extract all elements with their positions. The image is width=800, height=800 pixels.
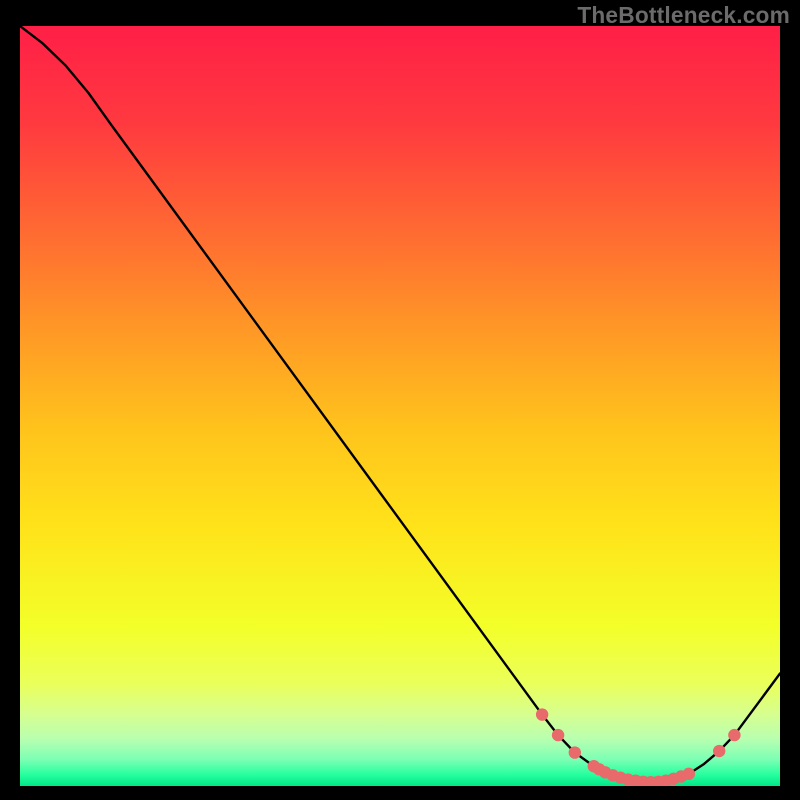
plot-area — [20, 26, 780, 786]
watermark-text: TheBottleneck.com — [577, 2, 790, 29]
chart-frame: TheBottleneck.com — [0, 0, 800, 800]
plot-background — [20, 26, 780, 786]
chart-svg — [20, 26, 780, 786]
marker-dot — [569, 746, 581, 758]
marker-dot — [552, 729, 564, 741]
marker-dot — [728, 729, 740, 741]
marker-dot — [536, 708, 548, 720]
marker-dot — [713, 745, 725, 757]
marker-dot — [683, 768, 695, 780]
